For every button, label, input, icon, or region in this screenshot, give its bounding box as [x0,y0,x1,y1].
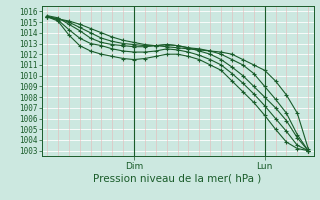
X-axis label: Pression niveau de la mer( hPa ): Pression niveau de la mer( hPa ) [93,173,262,183]
